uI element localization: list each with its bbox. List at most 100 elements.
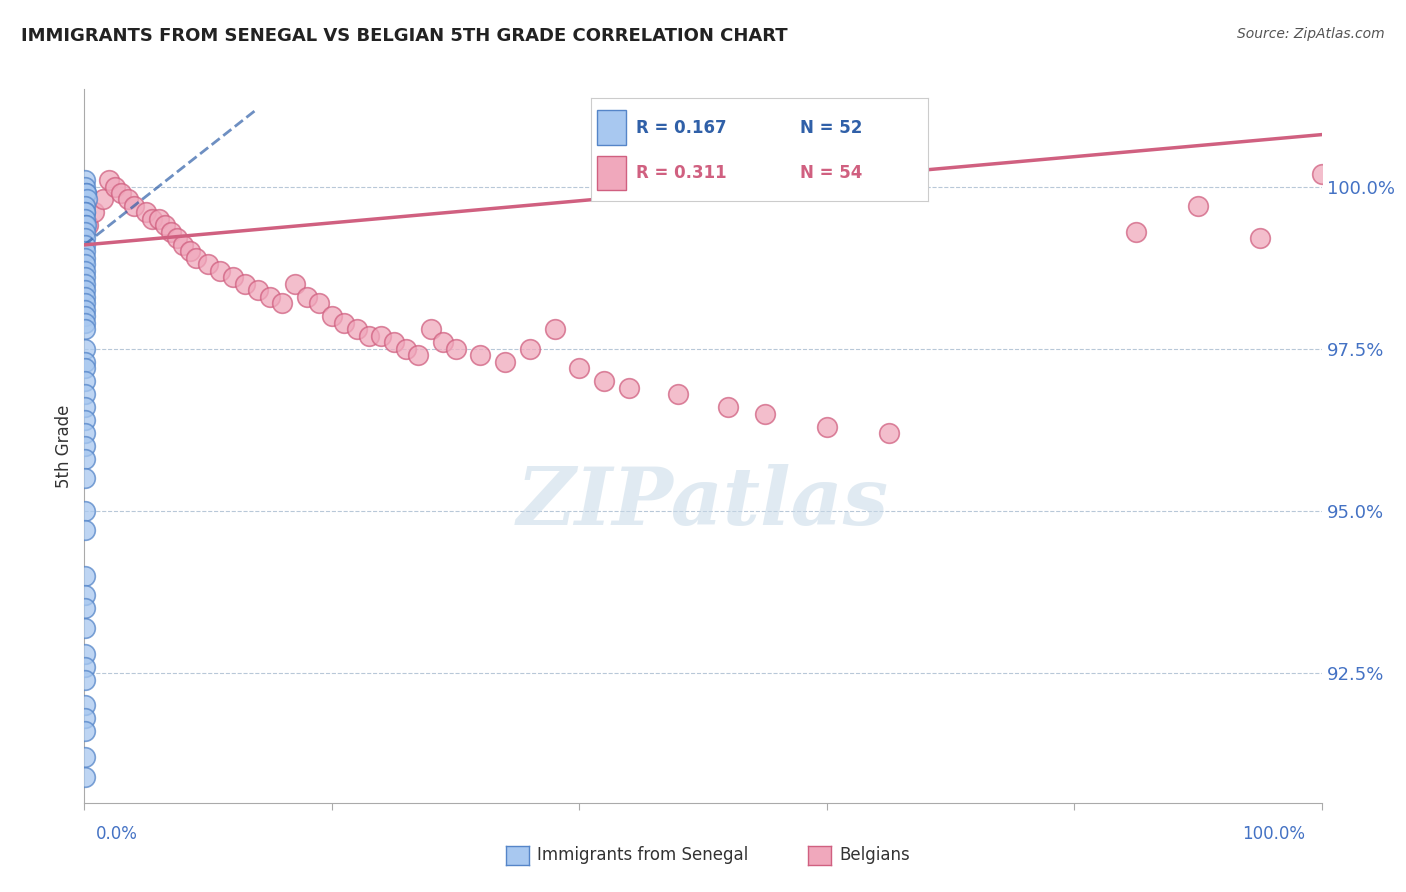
Point bbox=[73, 251, 96, 265]
Point bbox=[346, 322, 368, 336]
Point bbox=[494, 354, 516, 368]
Point bbox=[75, 302, 97, 317]
Point bbox=[246, 283, 269, 297]
Point bbox=[717, 400, 740, 414]
Point bbox=[122, 199, 145, 213]
Point bbox=[593, 374, 616, 388]
Point bbox=[184, 251, 207, 265]
Point bbox=[75, 186, 97, 200]
Point bbox=[135, 205, 157, 219]
Point bbox=[419, 322, 441, 336]
Point bbox=[73, 199, 96, 213]
Y-axis label: 5th Grade: 5th Grade bbox=[55, 404, 73, 488]
Point bbox=[271, 296, 294, 310]
Point bbox=[75, 400, 97, 414]
Point bbox=[73, 724, 96, 739]
Point bbox=[259, 290, 281, 304]
Point bbox=[73, 173, 96, 187]
Point bbox=[73, 647, 96, 661]
Point bbox=[382, 335, 405, 350]
Point bbox=[141, 211, 163, 226]
Point bbox=[519, 342, 541, 356]
Point bbox=[666, 387, 689, 401]
Point bbox=[75, 225, 97, 239]
Text: R = 0.311: R = 0.311 bbox=[636, 164, 727, 182]
Point bbox=[408, 348, 430, 362]
Text: Belgians: Belgians bbox=[839, 847, 910, 864]
Point bbox=[877, 425, 900, 440]
Point bbox=[77, 219, 100, 233]
Point bbox=[73, 588, 96, 602]
Text: N = 54: N = 54 bbox=[800, 164, 862, 182]
Text: Immigrants from Senegal: Immigrants from Senegal bbox=[537, 847, 748, 864]
Point bbox=[470, 348, 492, 362]
Point bbox=[75, 568, 97, 582]
Point bbox=[73, 387, 96, 401]
Point bbox=[75, 186, 97, 200]
FancyBboxPatch shape bbox=[598, 111, 626, 145]
Point bbox=[73, 231, 96, 245]
Point bbox=[308, 296, 330, 310]
Point bbox=[75, 179, 97, 194]
Text: 100.0%: 100.0% bbox=[1241, 825, 1305, 843]
Point bbox=[1125, 225, 1147, 239]
Point bbox=[75, 750, 97, 764]
Text: 0.0%: 0.0% bbox=[96, 825, 138, 843]
Point bbox=[75, 283, 97, 297]
Point bbox=[76, 193, 98, 207]
Point bbox=[444, 342, 467, 356]
Point bbox=[321, 310, 343, 324]
Point bbox=[75, 361, 97, 376]
Point bbox=[284, 277, 307, 291]
Text: N = 52: N = 52 bbox=[800, 119, 862, 136]
Point bbox=[75, 524, 97, 538]
Point bbox=[370, 328, 392, 343]
Point bbox=[73, 316, 96, 330]
Point bbox=[75, 673, 97, 687]
Point bbox=[153, 219, 176, 233]
Point bbox=[75, 659, 97, 673]
Point bbox=[148, 211, 170, 226]
Point bbox=[73, 770, 96, 784]
Point bbox=[179, 244, 201, 259]
Point bbox=[73, 277, 96, 291]
Point bbox=[75, 205, 97, 219]
FancyBboxPatch shape bbox=[598, 155, 626, 190]
Point bbox=[104, 179, 127, 194]
Text: Source: ZipAtlas.com: Source: ZipAtlas.com bbox=[1237, 27, 1385, 41]
Point bbox=[815, 419, 838, 434]
Point bbox=[75, 601, 97, 615]
Point bbox=[73, 711, 96, 725]
Point bbox=[166, 231, 188, 245]
Point bbox=[73, 621, 96, 635]
Point bbox=[75, 219, 97, 233]
Point bbox=[73, 374, 96, 388]
Text: ZIPatlas: ZIPatlas bbox=[517, 465, 889, 541]
Point bbox=[395, 342, 418, 356]
Point bbox=[75, 452, 97, 467]
Point bbox=[75, 290, 97, 304]
Point bbox=[75, 257, 97, 271]
Point bbox=[160, 225, 183, 239]
Point bbox=[295, 290, 318, 304]
Point bbox=[754, 407, 776, 421]
Text: IMMIGRANTS FROM SENEGAL VS BELGIAN 5TH GRADE CORRELATION CHART: IMMIGRANTS FROM SENEGAL VS BELGIAN 5TH G… bbox=[21, 27, 787, 45]
Point bbox=[98, 173, 121, 187]
Point bbox=[357, 328, 380, 343]
Point bbox=[75, 413, 97, 427]
Point bbox=[75, 211, 97, 226]
Point bbox=[209, 264, 232, 278]
Point bbox=[75, 322, 97, 336]
Point bbox=[75, 205, 97, 219]
Point bbox=[91, 193, 114, 207]
Point bbox=[83, 205, 105, 219]
Point bbox=[73, 296, 96, 310]
Point bbox=[75, 219, 97, 233]
Text: R = 0.167: R = 0.167 bbox=[636, 119, 727, 136]
Point bbox=[117, 193, 139, 207]
Point bbox=[543, 322, 565, 336]
Point bbox=[75, 238, 97, 252]
Point bbox=[75, 270, 97, 285]
Point bbox=[617, 381, 640, 395]
Point bbox=[73, 425, 96, 440]
